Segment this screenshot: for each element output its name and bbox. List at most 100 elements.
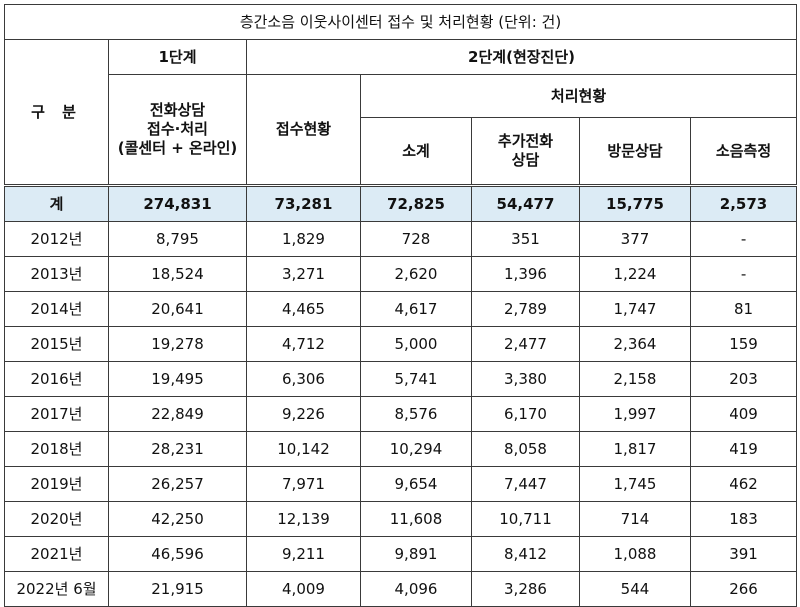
header-phone-line3: (콜센터 + 온라인): [117, 139, 238, 157]
table-row: 2022년 6월 21,915 4,009 4,096 3,286 544 266: [4, 571, 798, 607]
table-row: 2016년 19,495 6,306 5,741 3,380 2,158 203: [4, 361, 798, 397]
table-row: 2012년 8,795 1,829 728 351 377-: [4, 221, 798, 257]
cell-received: 1,829: [246, 221, 361, 257]
row-label: 2015년: [4, 326, 109, 362]
cell-subtotal: 9,891: [360, 536, 472, 572]
cell-measure: 203: [689, 361, 798, 397]
header-extra-phone-line2: 상담: [511, 151, 540, 169]
cell-subtotal: 2,620: [360, 256, 472, 292]
total-measure: 2,573: [689, 184, 798, 222]
cell-extra-phone: 351: [471, 221, 580, 257]
cell-visit: 1,224: [579, 256, 691, 292]
header-phone-line2: 접수·처리: [147, 120, 208, 138]
table-row: 2021년 46,596 9,211 9,891 8,412 1,088 391: [4, 536, 798, 572]
cell-subtotal: 728: [360, 221, 472, 257]
cell-subtotal: 4,096: [360, 571, 472, 607]
cell-extra-phone: 2,789: [471, 291, 580, 327]
cell-phone: 19,278: [108, 326, 247, 362]
row-label: 2018년: [4, 431, 109, 467]
cell-visit: 714: [579, 501, 691, 537]
total-subtotal: 72,825: [360, 184, 472, 222]
row-label: 2019년: [4, 466, 109, 502]
cell-measure: 462: [689, 466, 798, 502]
cell-subtotal: 4,617: [360, 291, 472, 327]
header-stage1: 1단계: [108, 39, 247, 75]
header-processing: 처리현황: [359, 74, 798, 118]
cell-visit: 1,088: [579, 536, 691, 572]
header-extra-phone: 추가전화 상담: [471, 117, 580, 186]
header-stage2: 2단계(현장진단): [245, 39, 798, 75]
cell-phone: 46,596: [108, 536, 247, 572]
row-label: 2012년: [4, 221, 109, 257]
cell-measure: 81: [689, 291, 798, 327]
cell-visit: 2,364: [579, 326, 691, 362]
row-label: 2021년: [4, 536, 109, 572]
table-row: 2014년 20,641 4,465 4,617 2,789 1,747 81: [4, 291, 798, 327]
header-phone-consult: 전화상담 접수·처리 (콜센터 + 온라인): [108, 74, 247, 186]
cell-measure: 419: [689, 431, 798, 467]
header-extra-phone-line1: 추가전화: [497, 132, 554, 150]
cell-subtotal: 5,000: [360, 326, 472, 362]
header-phone-line1: 전화상담: [149, 101, 206, 119]
cell-received: 3,271: [246, 256, 361, 292]
header-measure: 소음측정: [689, 117, 798, 186]
table-row: 2015년 19,278 4,712 5,000 2,477 2,364 159: [4, 326, 798, 362]
table-row: 2018년 28,231 10,142 10,294 8,058 1,817 419: [4, 431, 798, 467]
row-label: 2013년: [4, 256, 109, 292]
cell-received: 7,971: [246, 466, 361, 502]
cell-visit: 2,158: [579, 361, 691, 397]
cell-phone: 18,524: [108, 256, 247, 292]
cell-visit: 377: [579, 221, 691, 257]
cell-phone: 26,257: [108, 466, 247, 502]
table-row: 2020년 42,250 12,139 11,608 10,711 714 183: [4, 501, 798, 537]
table-row-total: 계 274,831 73,281 72,825 54,477 15,775 2,…: [4, 184, 798, 222]
cell-measure: -: [689, 221, 798, 257]
cell-phone: 28,231: [108, 431, 247, 467]
table-title: 층간소음 이웃사이센터 접수 및 처리현황 (단위: 건): [3, 4, 798, 40]
cell-measure: 409: [689, 396, 798, 432]
cell-received: 9,211: [246, 536, 361, 572]
cell-phone: 22,849: [108, 396, 247, 432]
total-extra-phone: 54,477: [471, 184, 580, 222]
cell-subtotal: 10,294: [360, 431, 472, 467]
table-row: 2013년 18,524 3,271 2,620 1,396 1,224-: [4, 256, 798, 292]
cell-extra-phone: 8,058: [471, 431, 580, 467]
cell-measure: 391: [689, 536, 798, 572]
cell-visit: 1,747: [579, 291, 691, 327]
total-received: 73,281: [246, 184, 361, 222]
cell-received: 6,306: [246, 361, 361, 397]
header-visit: 방문상담: [579, 117, 691, 186]
cell-phone: 42,250: [108, 501, 247, 537]
cell-phone: 21,915: [108, 571, 247, 607]
table-row: 2017년 22,849 9,226 8,576 6,170 1,997 409: [4, 396, 798, 432]
cell-phone: 19,495: [108, 361, 247, 397]
cell-extra-phone: 7,447: [471, 466, 580, 502]
cell-received: 12,139: [246, 501, 361, 537]
cell-extra-phone: 6,170: [471, 396, 580, 432]
cell-subtotal: 11,608: [360, 501, 472, 537]
cell-extra-phone: 3,380: [471, 361, 580, 397]
cell-subtotal: 8,576: [360, 396, 472, 432]
table-row: 2019년 26,257 7,971 9,654 7,447 1,745 462: [4, 466, 798, 502]
cell-received: 4,712: [246, 326, 361, 362]
cell-visit: 1,817: [579, 431, 691, 467]
header-subtotal: 소계: [360, 117, 472, 186]
cell-measure: 159: [689, 326, 798, 362]
row-label: 2014년: [4, 291, 109, 327]
cell-phone: 20,641: [108, 291, 247, 327]
total-phone: 274,831: [108, 184, 247, 222]
cell-measure: 266: [689, 571, 798, 607]
total-visit: 15,775: [579, 184, 691, 222]
cell-extra-phone: 3,286: [471, 571, 580, 607]
cell-measure: 183: [689, 501, 798, 537]
cell-received: 4,009: [246, 571, 361, 607]
row-label: 2016년: [4, 361, 109, 397]
cell-visit: 1,997: [579, 396, 691, 432]
cell-subtotal: 9,654: [360, 466, 472, 502]
cell-received: 10,142: [246, 431, 361, 467]
row-label: 2022년 6월: [4, 571, 109, 607]
cell-extra-phone: 8,412: [471, 536, 580, 572]
noise-report-table: 층간소음 이웃사이센터 접수 및 처리현황 (단위: 건) 구 분 1단계 2단…: [3, 4, 798, 607]
cell-received: 4,465: [246, 291, 361, 327]
cell-measure: -: [689, 256, 798, 292]
